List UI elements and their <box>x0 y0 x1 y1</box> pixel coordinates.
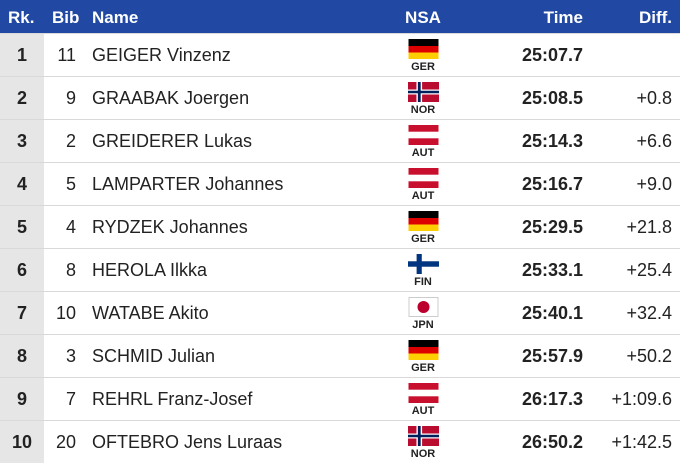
flag <box>408 297 439 317</box>
table-row: 6 8 HEROLA Ilkka FIN 25:33.1 +25.4 <box>0 248 680 291</box>
nsa-code: AUT <box>411 147 435 159</box>
bib: 4 <box>65 217 76 237</box>
table-row: 5 4 RYDZEK Johannes GER 25:29.5 +21.8 <box>0 205 680 248</box>
flag <box>408 254 439 274</box>
athlete-name: GREIDERER Lukas <box>92 131 253 151</box>
athlete-name: OFTEBRO Jens Luraas <box>92 432 283 452</box>
header-cell: Diff. <box>638 8 672 27</box>
rank-cell <box>0 421 44 463</box>
rank: 6 <box>16 260 27 280</box>
flag <box>408 426 439 446</box>
bib: 7 <box>65 389 76 409</box>
nsa-code: GER <box>411 61 435 73</box>
table-row: 9 7 REHRL Franz-Josef AUT 26:17.3 +1:09.6 <box>0 377 680 420</box>
time: 25:08.5 <box>521 88 583 108</box>
athlete-name: HEROLA Ilkka <box>92 260 208 280</box>
rank-cell <box>0 335 44 377</box>
nsa-code: NOR <box>410 448 436 460</box>
rank: 1 <box>16 45 27 65</box>
table-row: 2 9 GRAABAK Joergen NOR 25:08.5 +0.8 <box>0 76 680 119</box>
diff: +25.4 <box>626 260 672 280</box>
bib: 9 <box>65 88 76 108</box>
diff: +1:09.6 <box>611 389 672 409</box>
diff: +50.2 <box>626 346 672 366</box>
rank-cell <box>0 163 44 205</box>
athlete-name: LAMPARTER Johannes <box>92 174 284 194</box>
bib: 2 <box>65 131 76 151</box>
bib: 10 <box>55 303 76 323</box>
rank: 8 <box>16 346 27 366</box>
nsa-code: AUT <box>411 190 435 202</box>
rank: 3 <box>16 131 27 151</box>
nsa-code: NOR <box>410 104 436 116</box>
bib: 11 <box>57 45 76 65</box>
table-row: 3 2 GREIDERER Lukas AUT 25:14.3 +6.6 <box>0 119 680 162</box>
athlete-name: RYDZEK Johannes <box>92 217 248 237</box>
diff: +21.8 <box>626 217 672 237</box>
rank: 2 <box>16 88 27 108</box>
table-row: 8 3 SCHMID Julian GER 25:57.9 +50.2 <box>0 334 680 377</box>
time: 25:07.7 <box>521 45 583 65</box>
rank-cell <box>0 34 44 76</box>
time: 25:40.1 <box>521 303 583 323</box>
rank-cell <box>0 292 44 334</box>
rank-cell <box>0 249 44 291</box>
header-cell: Bib <box>52 8 80 27</box>
athlete-name: GRAABAK Joergen <box>92 88 250 108</box>
flag <box>408 125 439 145</box>
rank-cell <box>0 378 44 420</box>
flag <box>408 168 439 188</box>
nsa-code: GER <box>411 362 435 374</box>
time: 25:16.7 <box>521 174 583 194</box>
table-row: 4 5 LAMPARTER Johannes AUT 25:16.7 +9.0 <box>0 162 680 205</box>
rank: 10 <box>11 432 33 452</box>
nsa-code: GER <box>411 233 435 245</box>
time: 25:29.5 <box>521 217 583 237</box>
bib: 5 <box>65 174 76 194</box>
rank-cell <box>0 120 44 162</box>
flag <box>408 211 439 231</box>
flag <box>408 383 439 403</box>
athlete-name: SCHMID Julian <box>92 346 216 366</box>
time: 26:50.2 <box>521 432 583 452</box>
header-cell: Time <box>543 8 583 27</box>
athlete-name: REHRL Franz-Josef <box>92 389 253 409</box>
table-row: 7 10 WATABE Akito JPN 25:40.1 +32.4 <box>0 291 680 334</box>
time: 25:14.3 <box>521 131 583 151</box>
header-cell: NSA <box>405 8 441 27</box>
table-row: 1 11 GEIGER Vinzenz GER 25:07.7 <box>0 33 680 76</box>
time: 25:57.9 <box>521 346 583 366</box>
time: 25:33.1 <box>521 260 583 280</box>
flag <box>408 82 439 102</box>
flag <box>408 340 439 360</box>
nsa-code: FIN <box>414 276 432 288</box>
athlete-name: GEIGER Vinzenz <box>92 45 231 65</box>
table-row: 10 20 OFTEBRO Jens Luraas NOR 26:50.2 +1:42.5 <box>0 420 680 463</box>
rank: 9 <box>16 389 27 409</box>
header-cell: Rk. <box>8 8 35 27</box>
diff: +9.0 <box>636 174 672 194</box>
rank-cell <box>0 206 44 248</box>
rank-cell <box>0 77 44 119</box>
bib: 8 <box>65 260 76 280</box>
athlete-name: WATABE Akito <box>92 303 209 323</box>
header-row: Rk. Bib Name NSA Time Diff. <box>0 0 680 33</box>
time: 26:17.3 <box>521 389 583 409</box>
rank: 5 <box>16 217 27 237</box>
rank: 7 <box>16 303 27 323</box>
nsa-code: AUT <box>411 405 435 417</box>
diff: +6.6 <box>636 131 672 151</box>
flag <box>408 39 439 59</box>
rank: 4 <box>16 174 27 194</box>
diff: +1:42.5 <box>611 432 672 452</box>
diff: +32.4 <box>626 303 672 323</box>
diff: +0.8 <box>636 88 672 108</box>
nsa-code: JPN <box>412 319 434 331</box>
bib: 3 <box>65 346 76 366</box>
header-cell: Name <box>92 8 139 27</box>
bib: 20 <box>55 432 76 452</box>
